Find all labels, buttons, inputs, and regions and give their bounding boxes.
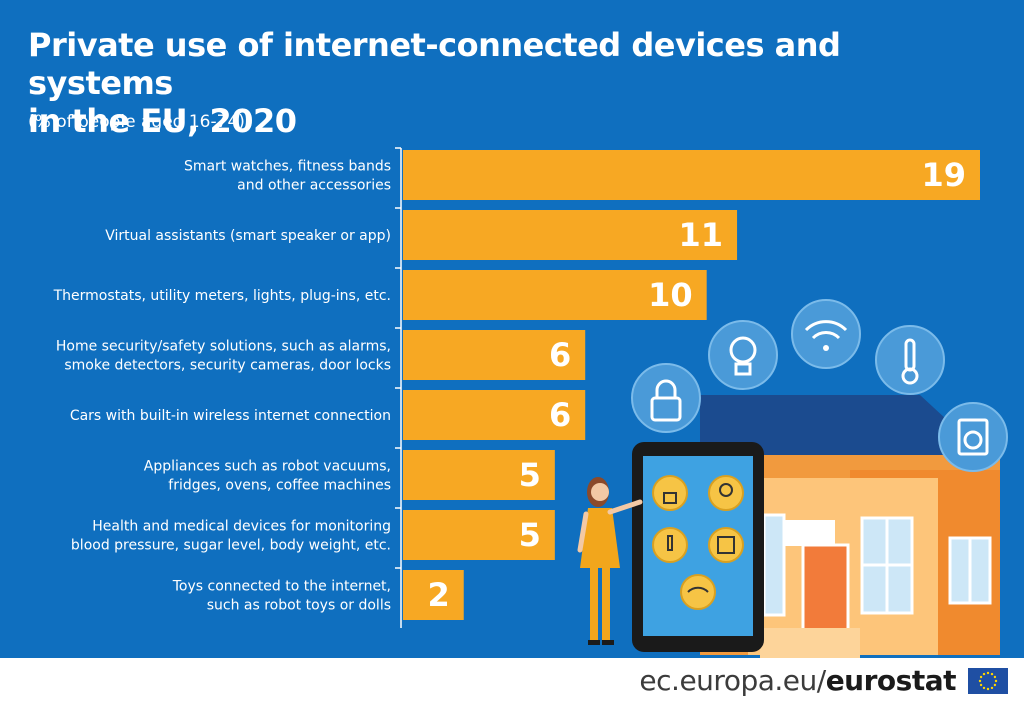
flag-star: [990, 686, 994, 690]
category-label-line: smoke detectors, security cameras, door …: [64, 358, 391, 374]
category-label-line: Toys connected to the internet,: [172, 579, 391, 595]
value-label: 6: [549, 336, 571, 374]
wifi-icon: [791, 299, 861, 369]
flag-star: [993, 675, 997, 679]
flag-star: [978, 679, 982, 683]
source-url: ec.europa.eu/: [639, 664, 826, 697]
bar: [403, 570, 464, 620]
house: [700, 395, 1000, 658]
category-label: Home security/safety solutions, such as …: [56, 339, 391, 374]
thermometer-icon: [875, 325, 945, 395]
value-label: 10: [648, 276, 693, 314]
bar: [403, 510, 555, 560]
category-label-line: fridges, ovens, coffee machines: [168, 478, 391, 494]
category-label-line: Home security/safety solutions, such as …: [56, 339, 391, 355]
category-label-line: Smart watches, fitness bands: [184, 159, 391, 175]
category-label-line: Virtual assistants (smart speaker or app…: [105, 228, 391, 244]
category-label-line: and other accessories: [237, 178, 391, 194]
title-line: in the EU, 2020: [28, 102, 297, 140]
value-label: 5: [519, 456, 541, 494]
infographic-panel: Private use of internet-connected device…: [0, 0, 1024, 658]
bar: [403, 330, 586, 380]
value-label: 11: [679, 216, 724, 254]
title-line: Private use of internet-connected device…: [28, 26, 841, 102]
flag-star: [982, 686, 986, 690]
bar-chart: 19 Smart watches, fitness bands and other …: [53, 147, 980, 628]
tablet: [632, 442, 764, 652]
flag-star: [994, 679, 998, 683]
chart-title: Private use of internet-connected device…: [28, 26, 988, 140]
category-label: Cars with built-in wireless internet con…: [70, 408, 391, 424]
flag-star: [979, 675, 983, 679]
washing-machine-icon: [938, 402, 1008, 472]
value-label: 5: [519, 516, 541, 554]
value-label: 2: [427, 576, 449, 614]
person: [577, 477, 643, 645]
smart-home-illustration: [577, 299, 1008, 658]
flag-star: [986, 671, 990, 675]
source-link[interactable]: ec.europa.eu/eurostat: [639, 664, 956, 697]
flag-star: [982, 672, 986, 676]
value-label: 19: [921, 156, 966, 194]
eu-flag-icon: [968, 668, 1008, 694]
category-label: Thermostats, utility meters, lights, plu…: [53, 288, 391, 304]
bar: [403, 210, 738, 260]
category-label: Smart watches, fitness bands and other ac…: [184, 159, 391, 194]
lock-icon: [631, 363, 701, 433]
lightbulb-icon: [708, 320, 778, 390]
flag-star: [979, 683, 983, 687]
bar: [403, 390, 586, 440]
footer: ec.europa.eu/eurostat: [0, 658, 1024, 704]
flag-star: [993, 683, 997, 687]
flag-star: [986, 687, 990, 691]
category-label: Toys connected to the internet, such as r…: [172, 579, 391, 614]
value-label: 6: [549, 396, 571, 434]
bar: [403, 270, 707, 320]
category-label-line: Appliances such as robot vacuums,: [144, 459, 391, 475]
category-label-line: Health and medical devices for monitorin…: [92, 519, 391, 535]
category-label: Appliances such as robot vacuums, fridges…: [144, 459, 391, 494]
category-label-line: such as robot toys or dolls: [207, 598, 391, 614]
chart-subtitle: (% of people aged 16-74): [28, 112, 245, 132]
category-label: Health and medical devices for monitorin…: [71, 519, 391, 554]
bar: [403, 450, 555, 500]
flag-star: [990, 672, 994, 676]
category-label-line: Thermostats, utility meters, lights, plu…: [53, 288, 391, 304]
category-label: Virtual assistants (smart speaker or app…: [105, 228, 391, 244]
category-label-line: Cars with built-in wireless internet con…: [70, 408, 391, 424]
source-brand: eurostat: [825, 664, 957, 697]
category-label-line: blood pressure, sugar level, body weight…: [71, 538, 391, 554]
bar: [403, 150, 980, 200]
